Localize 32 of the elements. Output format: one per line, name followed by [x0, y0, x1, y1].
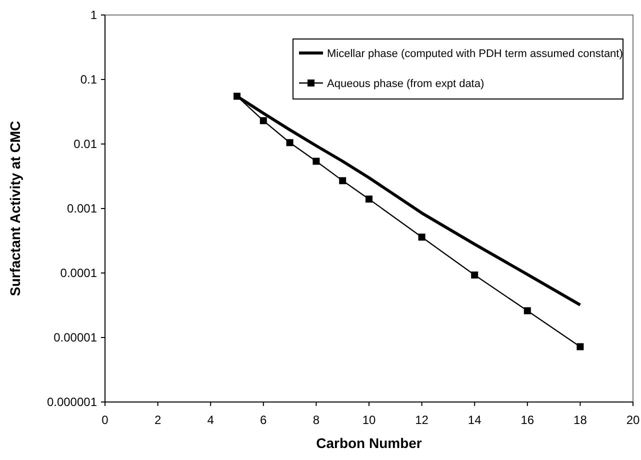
point: [260, 117, 267, 124]
point: [418, 234, 426, 241]
x-tick-label: 4: [207, 413, 214, 427]
point: [312, 158, 320, 165]
point: [339, 177, 346, 184]
y-tick-label: 0.00001: [54, 330, 98, 344]
point: [576, 343, 584, 350]
y-tick-label: 0.01: [74, 137, 98, 151]
point: [234, 92, 240, 100]
x-tick-label: 0: [102, 413, 109, 427]
y-tick-label: 1: [90, 8, 98, 22]
point: [524, 307, 531, 314]
x-tick-label: 12: [415, 413, 429, 427]
point: [471, 272, 478, 279]
x-tick-label: 14: [468, 413, 482, 427]
x-tick-label: 6: [260, 413, 268, 427]
point: [286, 139, 294, 146]
y-tick-label: 0.1: [80, 72, 98, 86]
y-tick-label: 0.0001: [60, 266, 98, 280]
point: [366, 196, 372, 203]
legend-label: Aqueous phase (from expt data): [327, 78, 484, 90]
legend-label: Micellar phase (computed with PDH term assumed constant): [327, 48, 623, 60]
y-tick-label: 0.001: [66, 202, 98, 216]
x-tick-label: 16: [520, 413, 534, 427]
x-tick-label: 2: [154, 413, 162, 427]
x-tick-label: 8: [312, 413, 320, 427]
y-tick-label: 0.000001: [46, 395, 98, 409]
x-tick-label: 18: [574, 413, 588, 427]
x-tick-label: 20: [626, 413, 640, 427]
x-axis-title: Carbon Number: [316, 435, 422, 451]
y-axis-title: Surfactant Activity at CMC: [7, 120, 23, 296]
x-tick-label: 10: [362, 413, 376, 427]
